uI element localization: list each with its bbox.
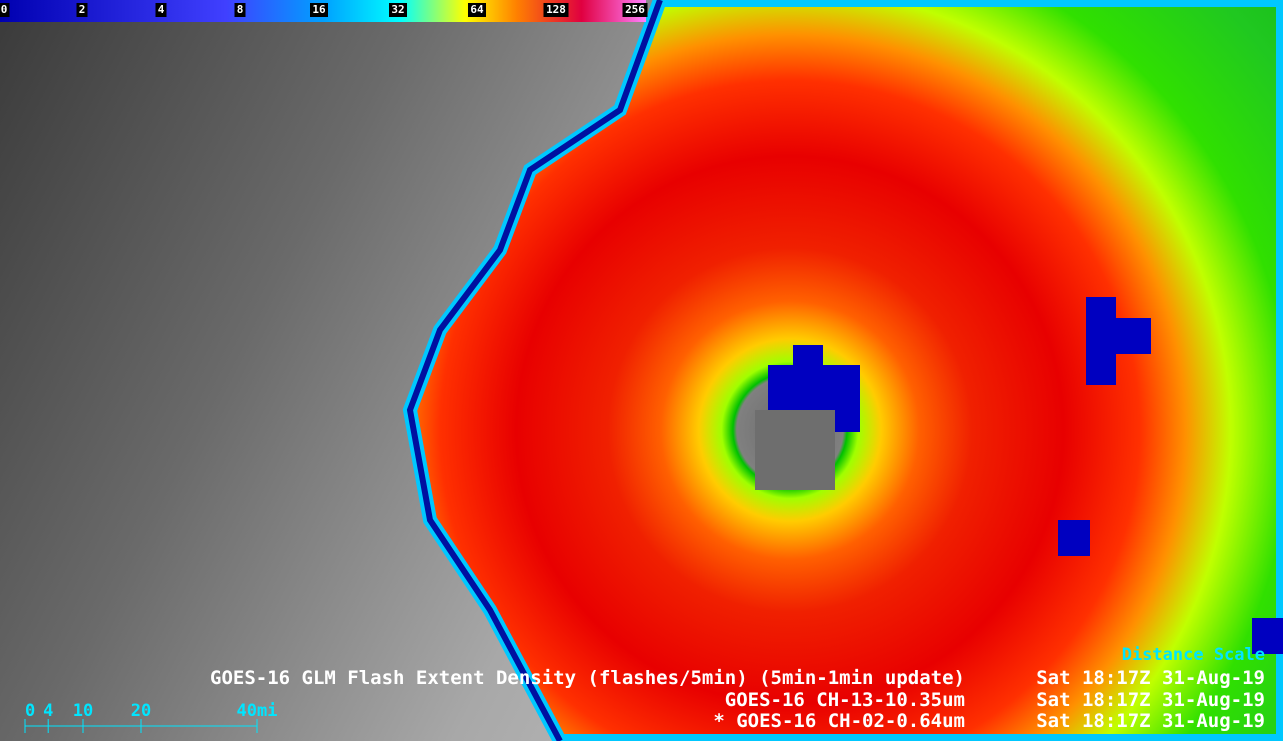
colorbar-tick-box bbox=[0, 3, 10, 17]
distance-scale-label: 10 bbox=[73, 701, 93, 721]
colorbar-tick-box bbox=[389, 3, 407, 17]
product-time: Sat 18:17Z 31-Aug-19 bbox=[1036, 667, 1265, 689]
distance-scale-title: Distance Scale bbox=[1122, 645, 1265, 665]
colorbar-tick-label: 0 bbox=[1, 3, 8, 16]
colorbar-tick-label: 256 bbox=[625, 3, 645, 16]
colorbar-tick-label: 128 bbox=[546, 3, 566, 16]
colorbar-tick-label: 64 bbox=[470, 3, 484, 16]
colorbar-tick-label: 32 bbox=[391, 3, 404, 16]
product-label: GOES-16 GLM Flash Extent Density (flashe… bbox=[210, 667, 965, 689]
cloud-edge bbox=[406, 0, 663, 741]
product-time: Sat 18:17Z 31-Aug-19 bbox=[1036, 710, 1265, 732]
eye bbox=[755, 410, 835, 490]
colorbar-tick-box bbox=[622, 3, 648, 17]
flash-pixel bbox=[1252, 618, 1283, 654]
flash-pixel bbox=[1110, 318, 1151, 354]
flash-pixel bbox=[1058, 520, 1090, 556]
colorbar-tick-label: 8 bbox=[237, 3, 244, 16]
distance-scale-label: 40mi bbox=[237, 701, 278, 721]
colorbar-tick-label: 4 bbox=[158, 3, 165, 16]
colorbar-tick-box bbox=[543, 3, 569, 17]
product-label: GOES-16 CH-13-10.35um bbox=[725, 689, 965, 711]
distance-scale-label: 20 bbox=[131, 701, 151, 721]
product-label: * GOES-16 CH-02-0.64um bbox=[713, 710, 965, 732]
distance-scale-label: 4 bbox=[43, 701, 53, 721]
colorbar-tick-label: 2 bbox=[79, 3, 86, 16]
colorbar-tick-box bbox=[234, 3, 246, 17]
distance-scale-label: 0 bbox=[25, 701, 35, 721]
colorbar-tick-box bbox=[76, 3, 88, 17]
product-time: Sat 18:17Z 31-Aug-19 bbox=[1036, 689, 1265, 711]
colorbar-tick-box bbox=[310, 3, 328, 17]
colorbar-tick-box bbox=[468, 3, 486, 17]
colorbar-tick-label: 16 bbox=[312, 3, 326, 16]
colorbar-tick-box bbox=[155, 3, 167, 17]
